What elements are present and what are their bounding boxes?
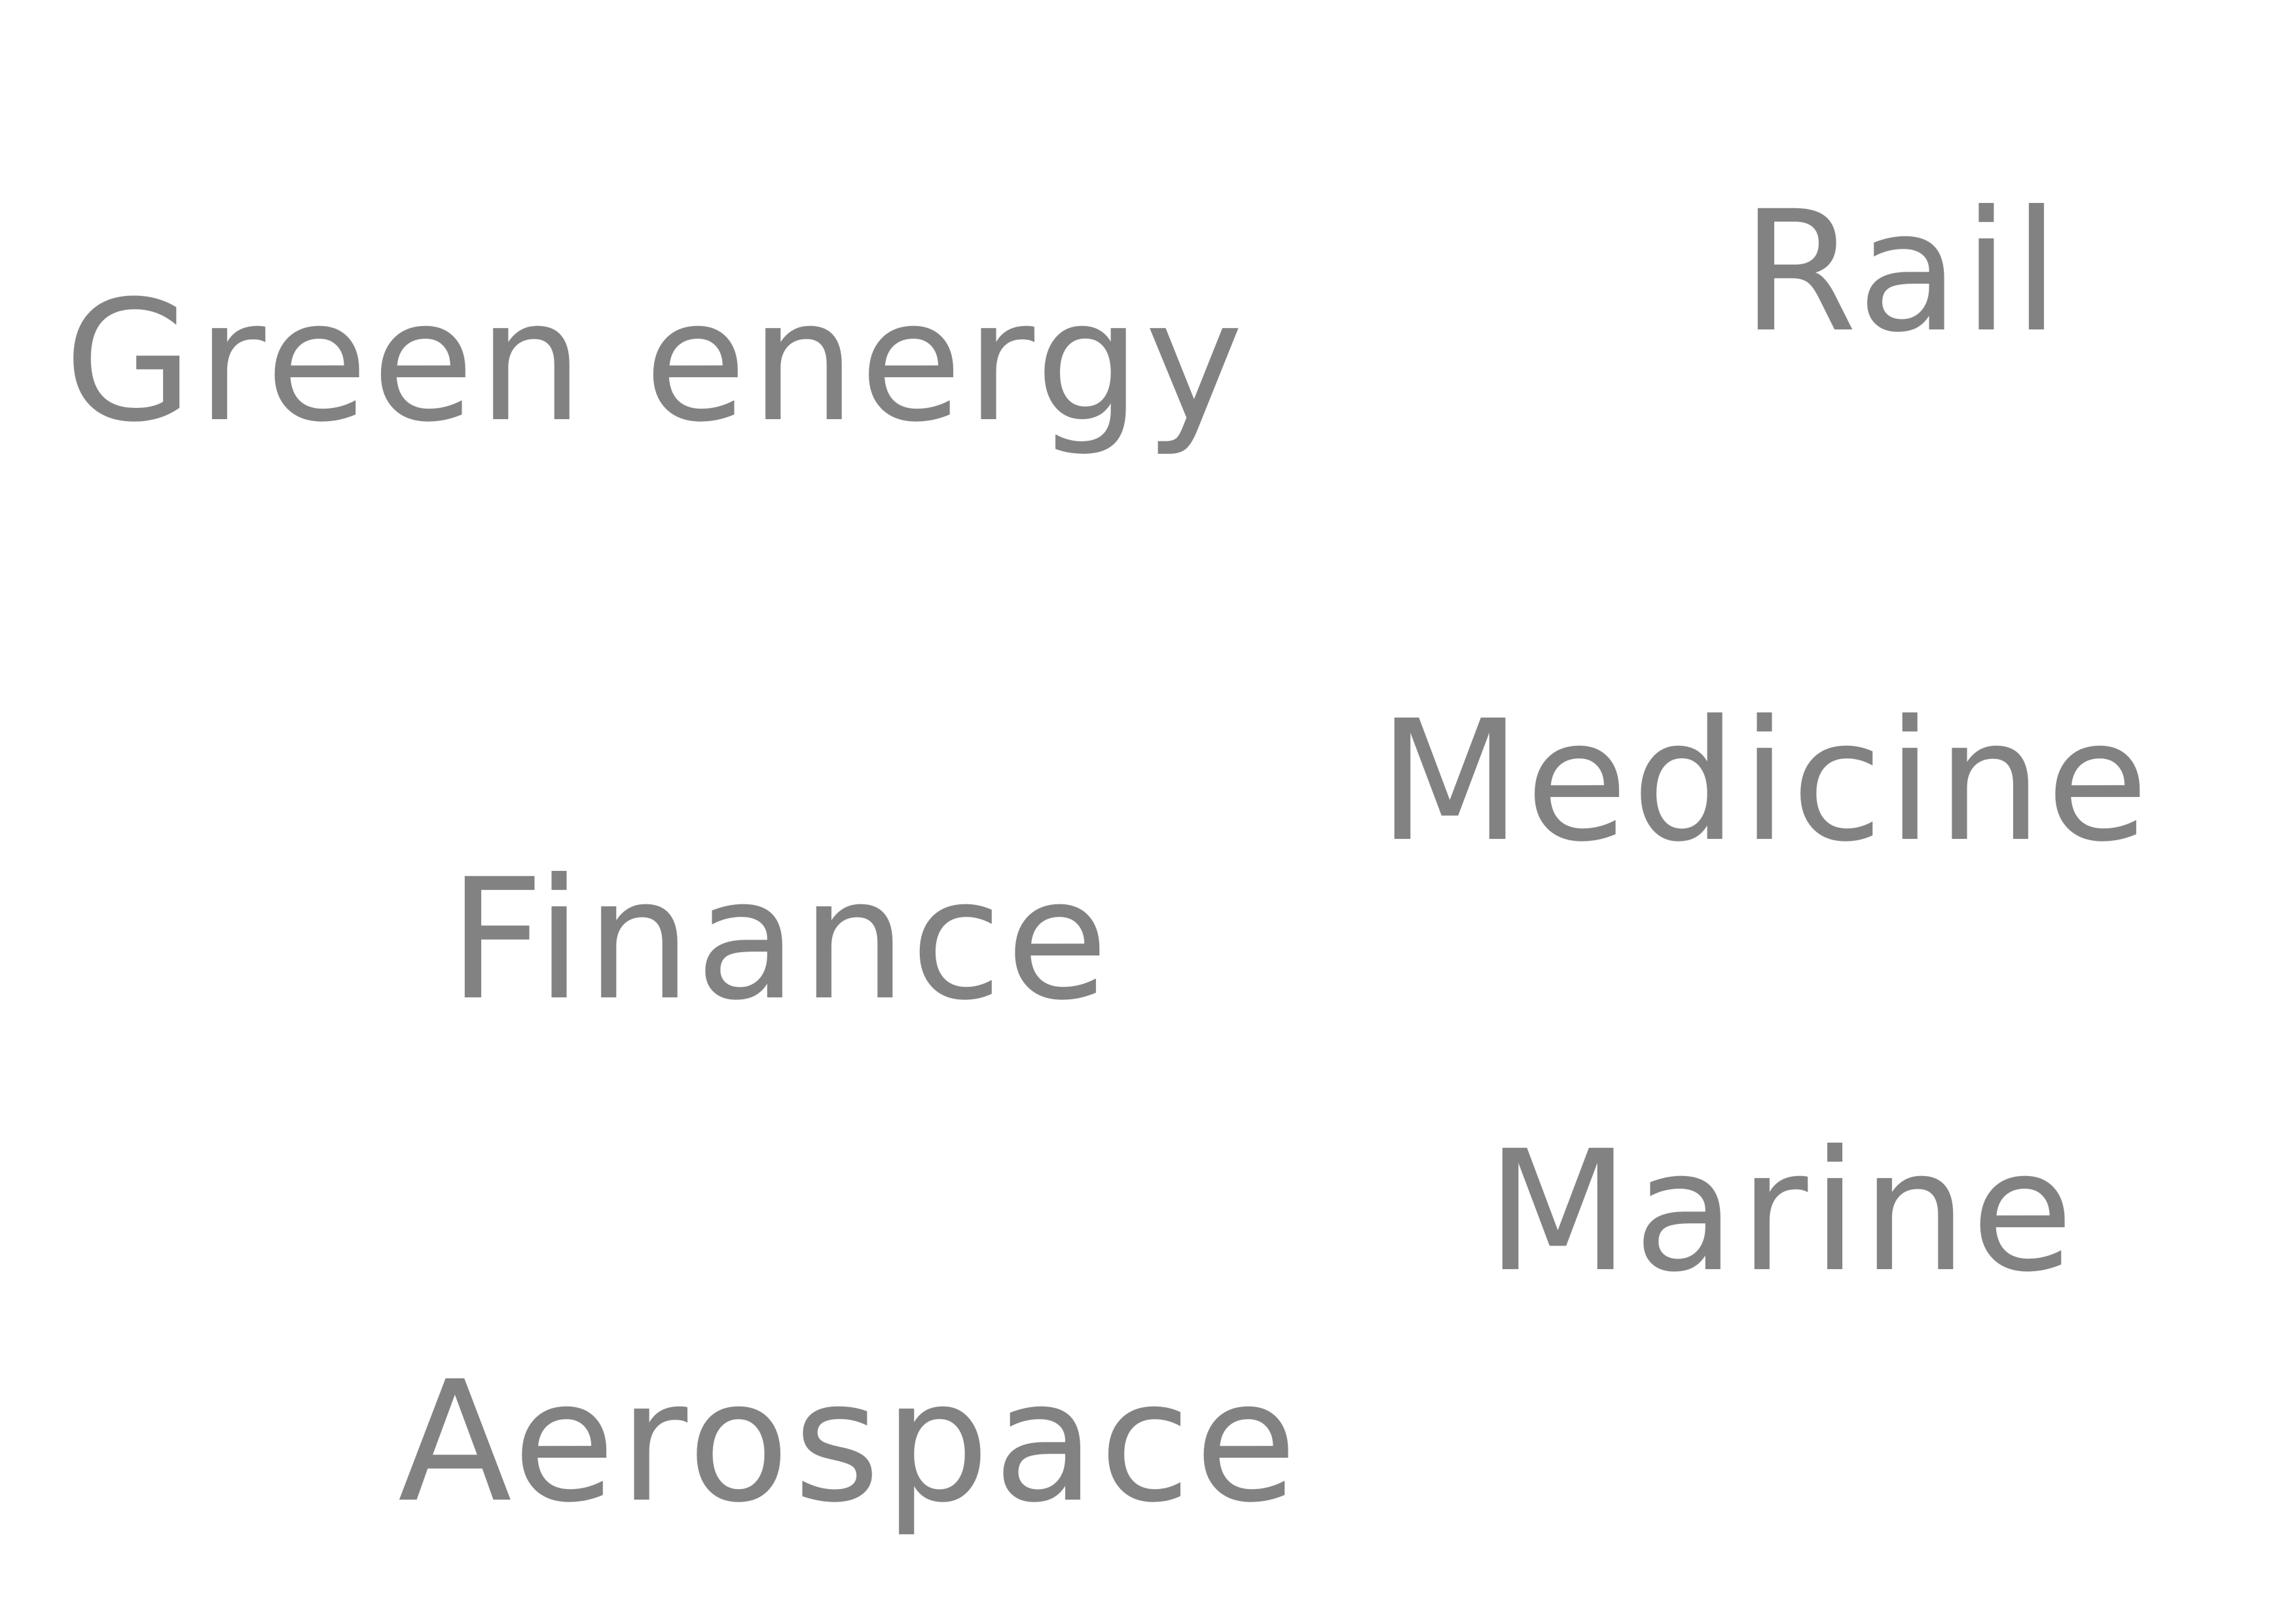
word-medicine: Medicine [1378,684,2153,878]
word-aerospace: Aerospace [398,1345,1301,1539]
word-finance: Finance [448,843,1112,1037]
word-green-energy: Green energy [64,265,1247,458]
word-rail: Rail [1741,175,2064,369]
word-marine: Marine [1486,1115,2078,1308]
